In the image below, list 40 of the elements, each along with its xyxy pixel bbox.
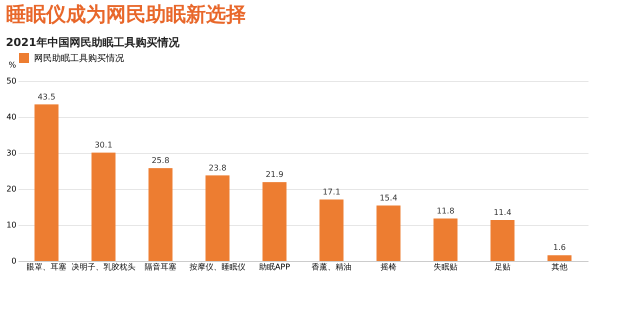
- x-tick-label: 其他: [552, 262, 568, 272]
- x-tick-label: 香薰、精油: [312, 262, 352, 272]
- data-label: 17.1: [322, 187, 340, 196]
- data-label: 11.8: [436, 206, 454, 216]
- bar: [34, 104, 58, 261]
- x-tick-label: 决明子、乳胶枕头: [72, 262, 136, 272]
- bar: [320, 199, 344, 261]
- x-tick-label: 隔音耳塞: [144, 262, 176, 272]
- x-tick-label: 足贴: [494, 262, 510, 272]
- y-tick-label: 10: [6, 220, 16, 230]
- data-label: 25.8: [152, 156, 170, 166]
- bar: [148, 168, 172, 261]
- y-axis-title: %: [8, 60, 16, 70]
- x-tick-label: 眼罩、耳塞: [26, 262, 66, 272]
- data-label: 15.4: [380, 194, 398, 203]
- legend-label: 网民助眠工具购买情况: [34, 53, 124, 64]
- y-tick-label: 40: [6, 112, 16, 122]
- x-tick-label: 按摩仪、睡眠仪: [190, 262, 246, 272]
- chart-subtitle: 2021年中国网民助眠工具购买情况: [6, 36, 180, 49]
- x-tick-label: 摇椅: [380, 262, 396, 272]
- y-tick-label: 20: [6, 184, 16, 194]
- data-label: 23.8: [208, 163, 226, 172]
- data-label: 43.5: [38, 92, 56, 102]
- y-tick-label: 30: [6, 148, 16, 158]
- chart-title: 睡眠仪成为网民助眠新选择: [6, 2, 246, 26]
- bar: [548, 255, 572, 261]
- y-tick-label: 0: [11, 256, 16, 266]
- bar: [206, 175, 230, 261]
- bar: [262, 182, 286, 261]
- bar: [434, 218, 458, 261]
- y-tick-label: 50: [6, 76, 16, 86]
- data-label: 21.9: [266, 170, 284, 180]
- data-label: 1.6: [553, 243, 566, 252]
- bar: [92, 152, 116, 261]
- data-label: 30.1: [94, 140, 112, 150]
- x-tick-label: 失眠贴: [434, 262, 458, 272]
- data-label: 11.4: [494, 208, 512, 217]
- bar: [376, 206, 400, 261]
- bar: [490, 220, 514, 261]
- x-tick-label: 助眠APP: [258, 262, 290, 272]
